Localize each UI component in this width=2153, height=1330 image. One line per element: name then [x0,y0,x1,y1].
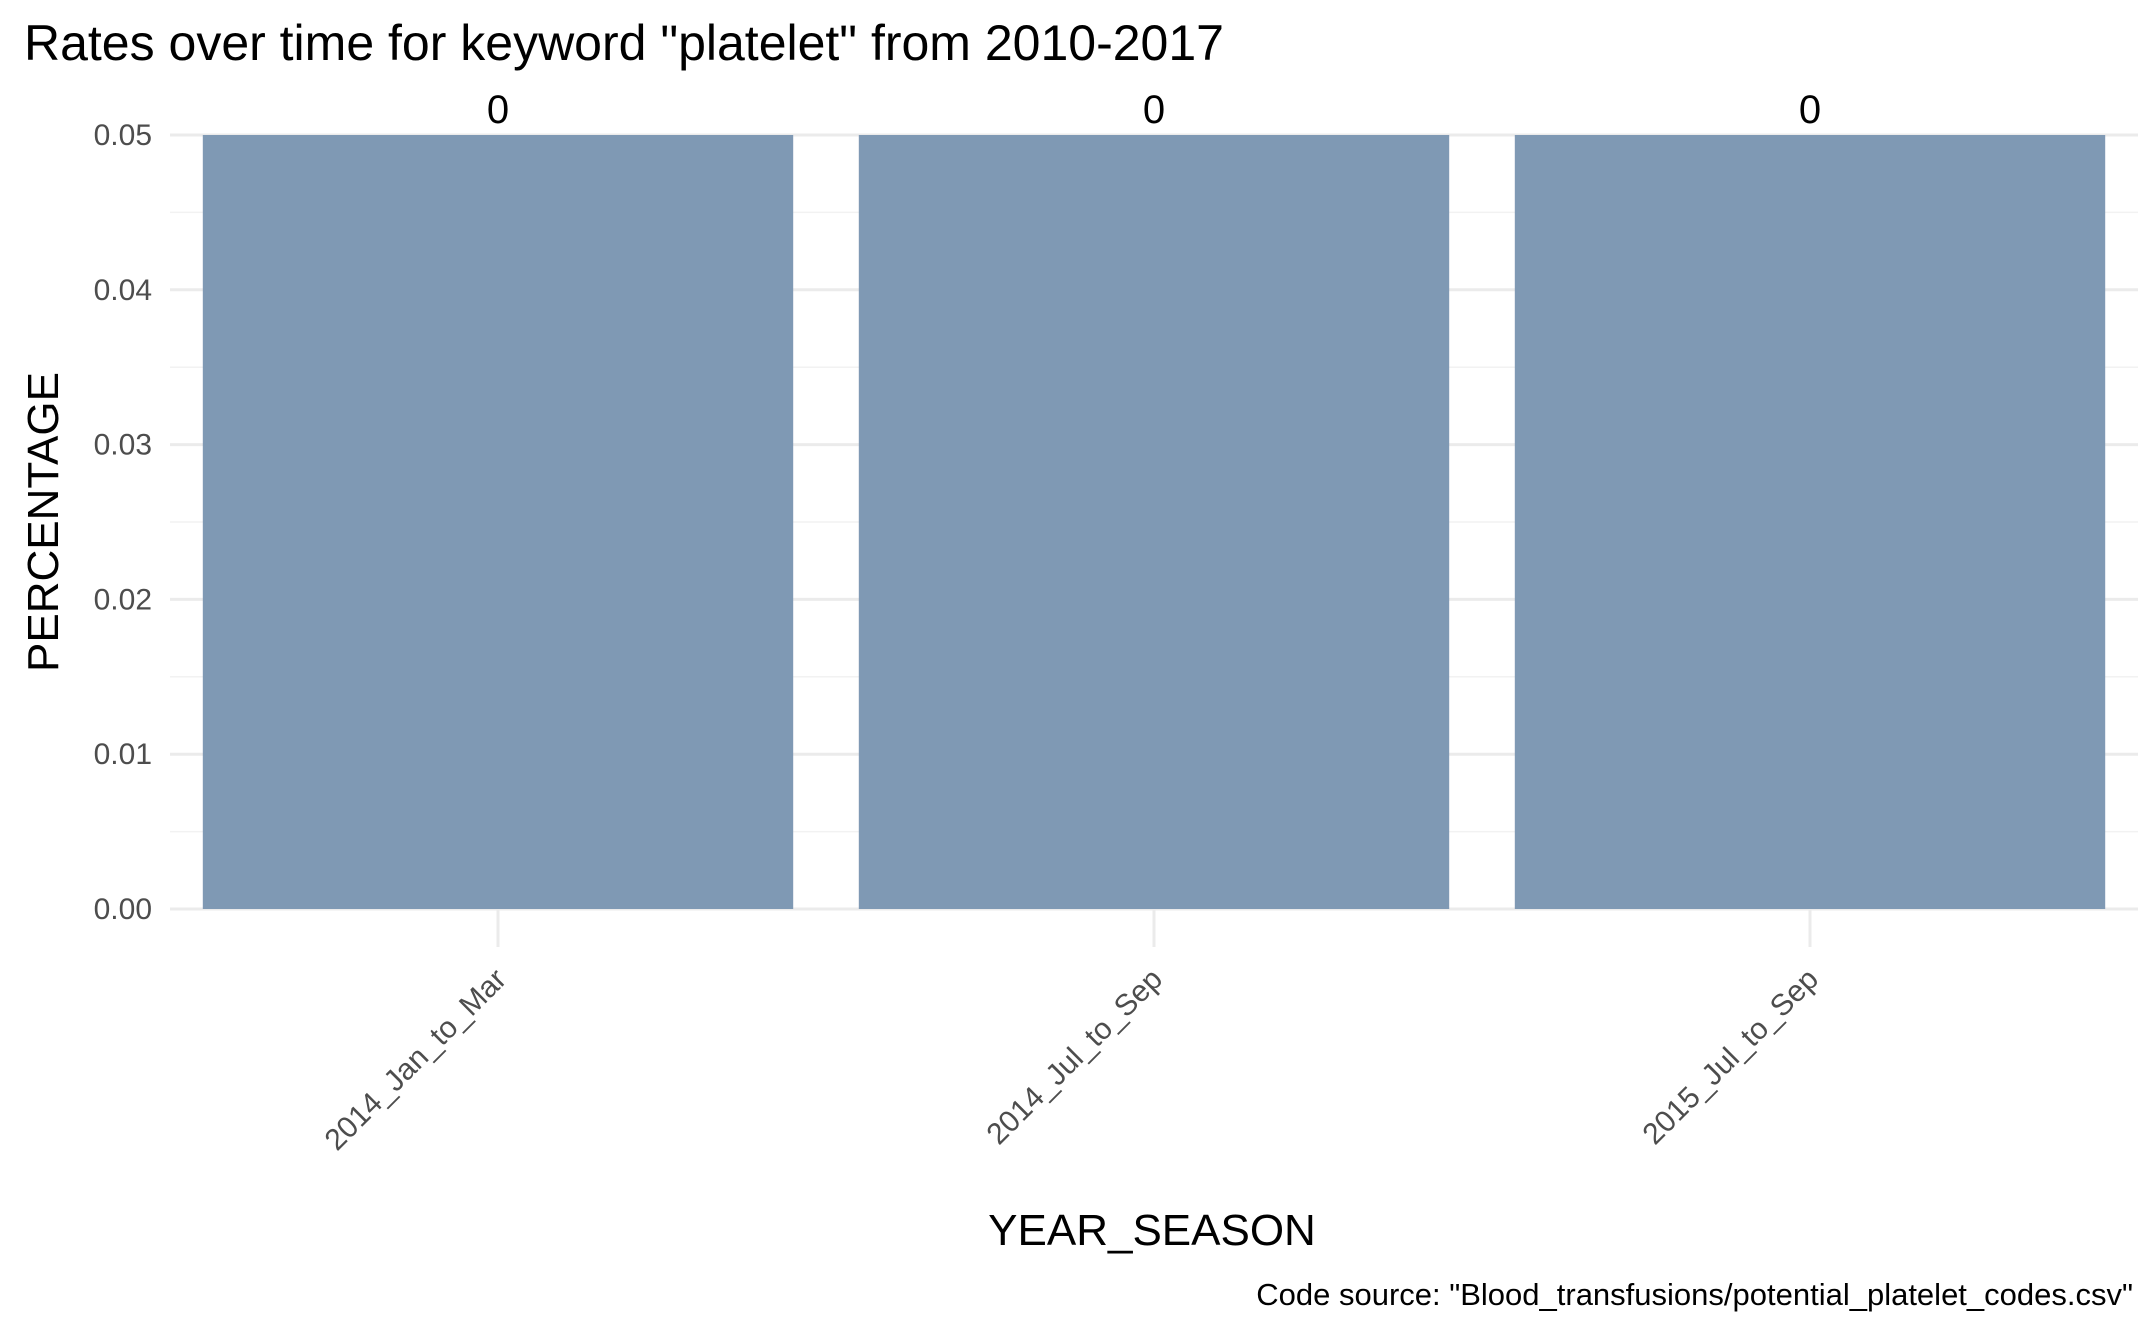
y-tick-label: 0.02 [94,583,152,616]
y-tick-label: 0.03 [94,429,152,462]
x-tick-label: 2014_Jan_to_Mar [319,963,513,1157]
data-label: 0 [487,88,509,132]
y-axis-title: PERCENTAGE [19,372,68,672]
bar [202,135,794,909]
y-tick-label: 0.05 [94,119,152,152]
data-label: 0 [1143,88,1165,132]
data-labels: 0 0 0 [487,88,1821,132]
y-tick-label: 0.04 [94,274,152,307]
chart-title: Rates over time for keyword "platelet" f… [24,15,1224,71]
y-tick-label: 0.00 [94,893,152,926]
bars [202,135,2106,909]
x-axis-ticks: 2014_Jan_to_Mar 2014_Jul_to_Sep 2015_Jul_t… [319,963,1825,1157]
x-axis-title: YEAR_SEASON [988,1206,1316,1255]
bar [858,135,1450,909]
x-tick-label: 2014_Jul_to_Sep [980,963,1168,1151]
data-label: 0 [1799,88,1821,132]
y-tick-label: 0.01 [94,738,152,771]
bar [1514,135,2106,909]
chart-caption: Code source: "Blood_transfusions/potenti… [1256,1277,2133,1312]
x-tick-label: 2015_Jul_to_Sep [1636,963,1824,1151]
y-axis-ticks: 0.00 0.01 0.02 0.03 0.04 0.05 [94,119,152,926]
